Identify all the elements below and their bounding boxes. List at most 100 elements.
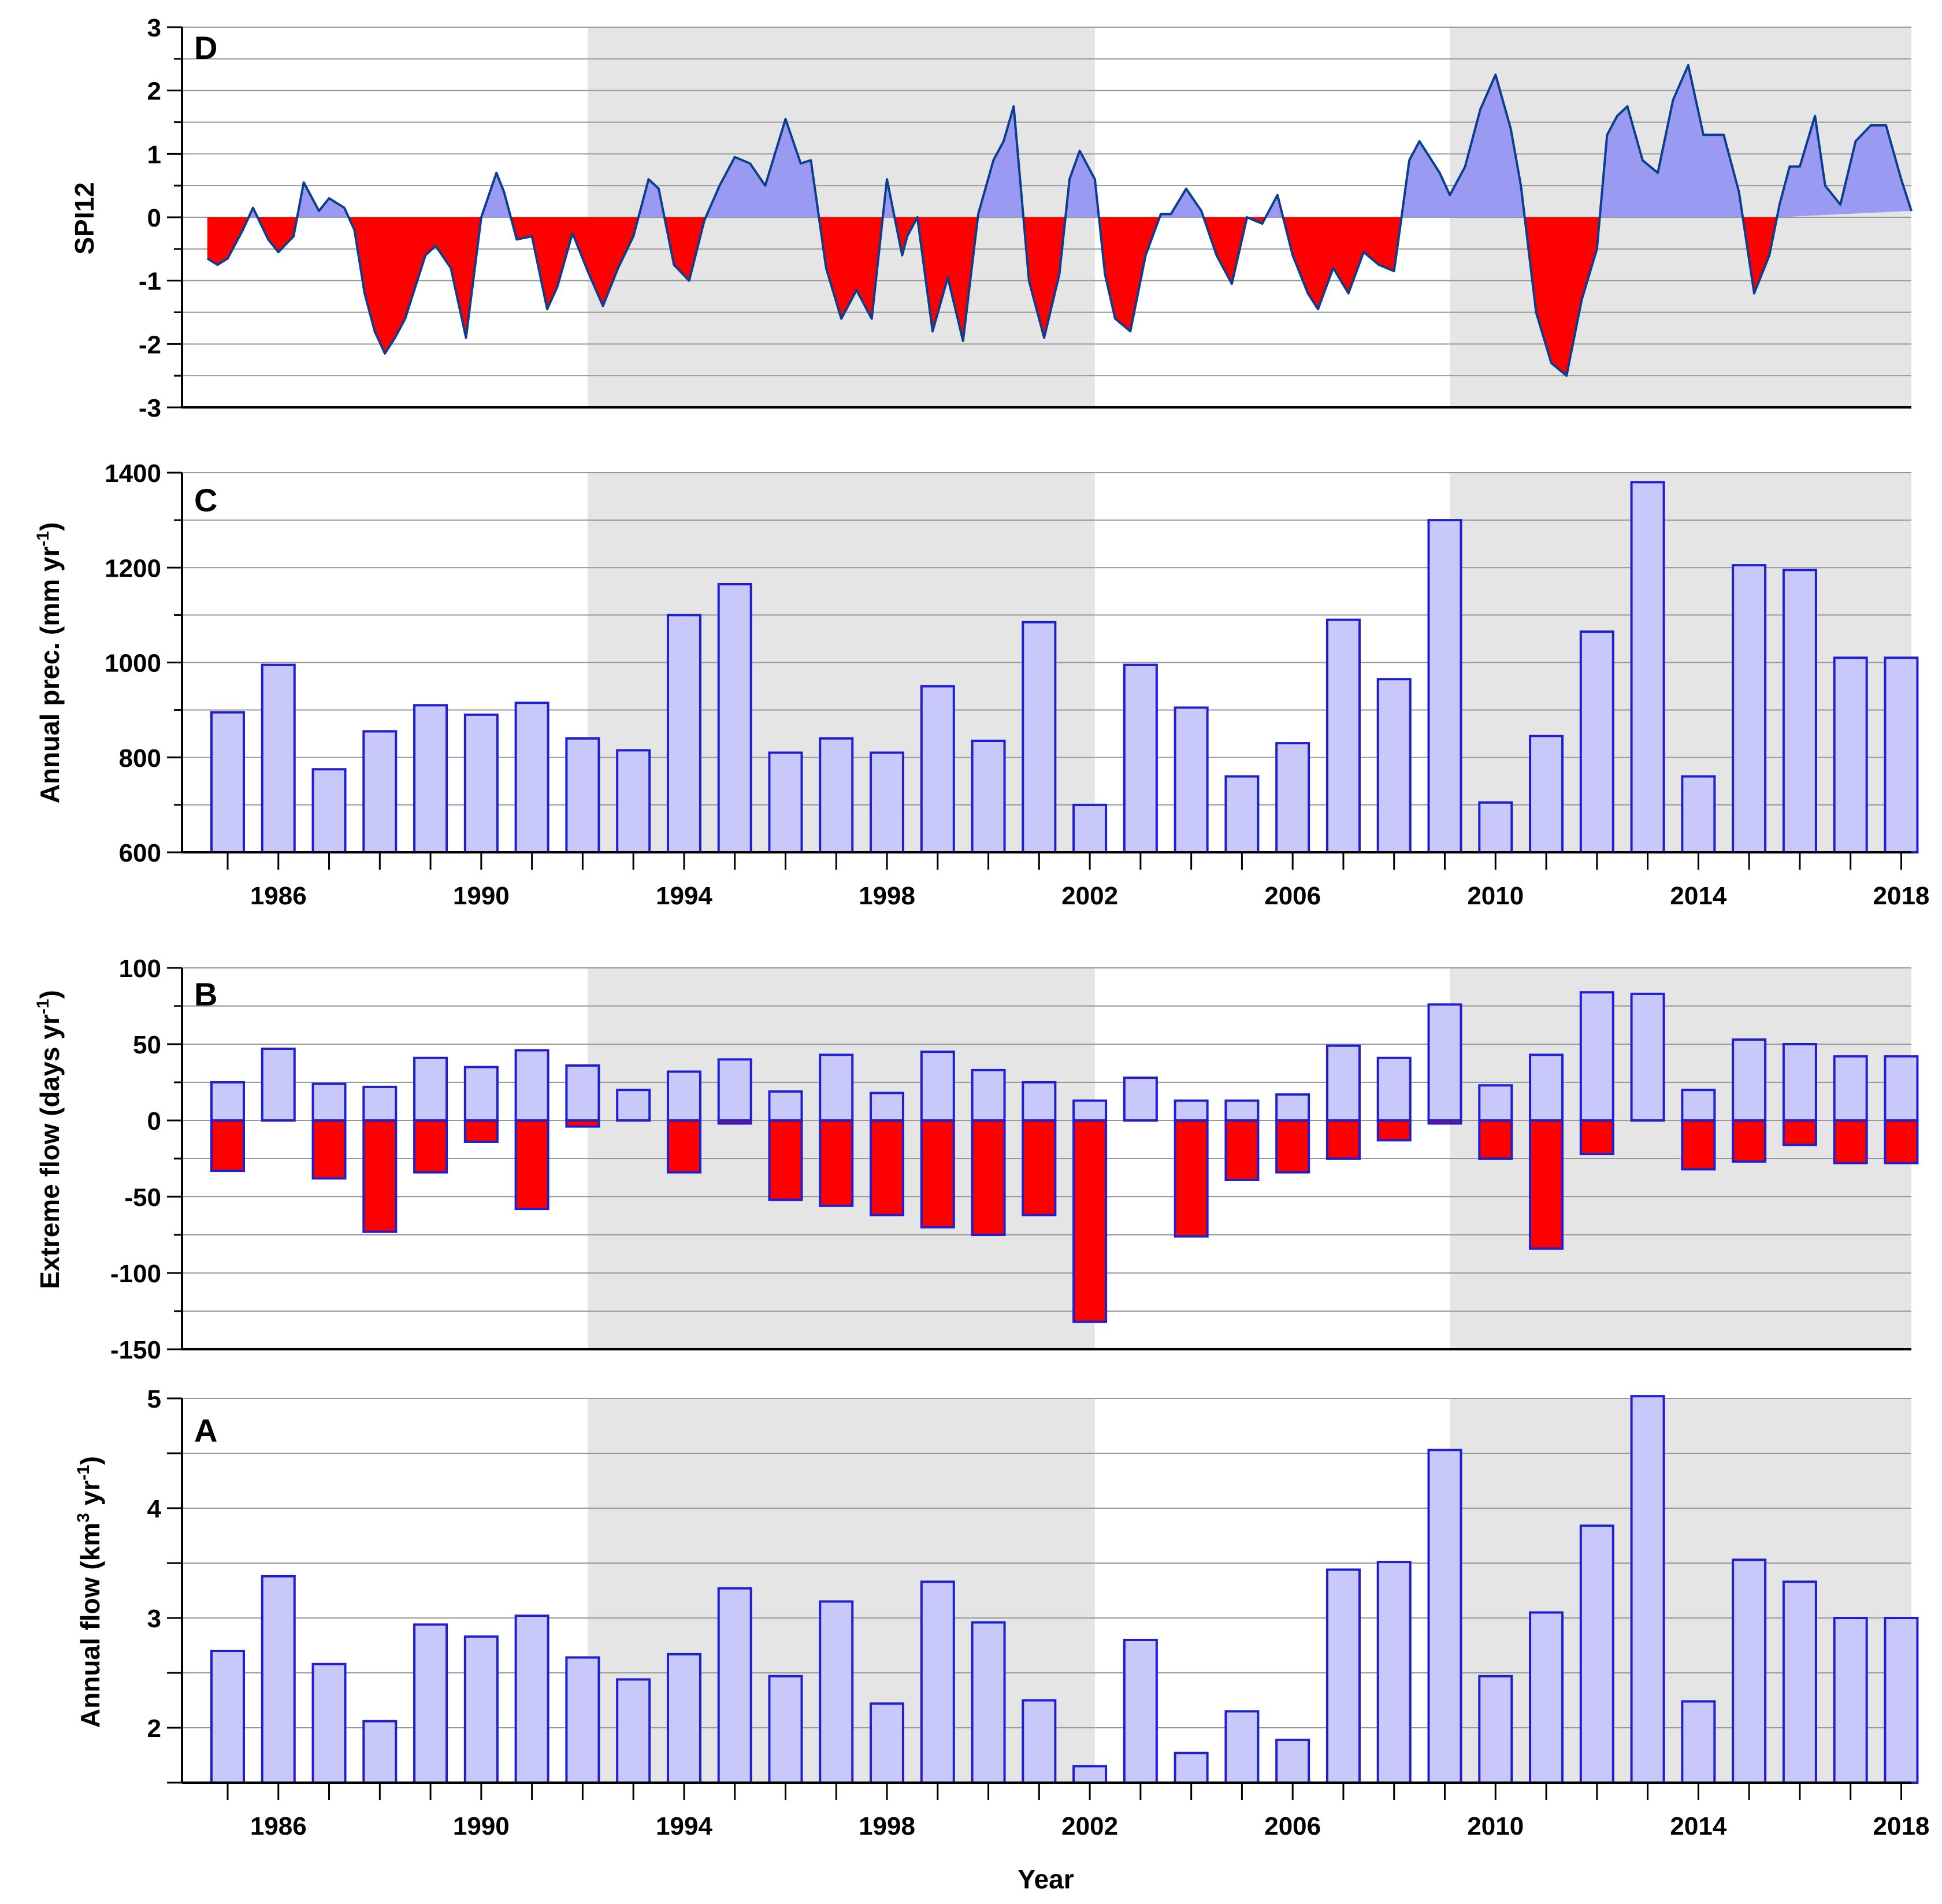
panel-d-positive-area-27 bbox=[1599, 65, 1743, 218]
panel-d-positive-area-9 bbox=[705, 119, 819, 217]
ylabel-extreme-flow-end: ) bbox=[35, 990, 65, 999]
panel-c-bar-2018 bbox=[1884, 656, 1919, 853]
panel-a-bar-2004 bbox=[1174, 1751, 1209, 1784]
panel-b-bar-low-2004 bbox=[1174, 1119, 1209, 1238]
panel-c-bar-2012 bbox=[1579, 630, 1614, 854]
panel-a-xtick-label-1998: 1998 bbox=[859, 1812, 915, 1840]
panel-a-bar-2012 bbox=[1579, 1524, 1614, 1784]
panel-b-bar-low-1996 bbox=[768, 1119, 803, 1201]
panel-c-bar-2014 bbox=[1681, 775, 1716, 853]
panel-c-bar-2005 bbox=[1224, 775, 1260, 853]
panel-b-bar-high-1989 bbox=[413, 1056, 448, 1122]
panel-d-positive-area-19 bbox=[1160, 188, 1204, 217]
panel-a-bar-1996 bbox=[768, 1675, 803, 1784]
panel-c-bar-1990 bbox=[463, 713, 499, 854]
panel-c-bar-2003 bbox=[1123, 663, 1158, 853]
panel-b-bar-high-1998 bbox=[870, 1092, 905, 1122]
panel-a-xtick-label-1990: 1990 bbox=[453, 1812, 510, 1840]
panel-c-xtick-label-1998: 1998 bbox=[859, 882, 915, 910]
panel-d-positive-area-15 bbox=[978, 106, 1024, 217]
panel-d-positive-area-29 bbox=[1777, 116, 1911, 217]
panel-label-b: B bbox=[194, 976, 217, 1012]
panel-label-d: D bbox=[194, 29, 217, 66]
panel-b-bar-high-2014 bbox=[1681, 1089, 1716, 1122]
panel-c-xtick-label-2014: 2014 bbox=[1670, 882, 1726, 910]
panel-c-bar-1992 bbox=[565, 737, 600, 854]
panel-c-bar-1997 bbox=[819, 737, 854, 854]
panel-c-bar-1998 bbox=[870, 751, 905, 853]
panel-a-bar-2009 bbox=[1427, 1449, 1462, 1784]
panel-b-bar-high-2016 bbox=[1782, 1043, 1817, 1122]
panel-c-xtick-label-1986: 1986 bbox=[250, 882, 307, 910]
panel-b-bar-high-2001 bbox=[1022, 1081, 1057, 1122]
panel-c-bar-2008 bbox=[1376, 678, 1412, 854]
panel-b-bar-high-1994 bbox=[666, 1070, 701, 1122]
data-marks bbox=[206, 64, 1919, 1784]
panel-b-bar-low-1991 bbox=[514, 1119, 549, 1211]
panel-c-bar-2017 bbox=[1833, 656, 1868, 853]
panel-a-bar-2007 bbox=[1325, 1568, 1361, 1784]
ylabel-annual-prec: Annual prec. (mm yr-1) bbox=[34, 522, 65, 804]
panel-b-bar-low-1992 bbox=[565, 1119, 600, 1128]
panel-b-bar-low-1997 bbox=[819, 1119, 854, 1207]
panel-b-bar-high-2009 bbox=[1427, 1003, 1462, 1122]
panel-c-bar-2015 bbox=[1732, 564, 1767, 853]
panel-d-ytick-label-3: 0 bbox=[147, 204, 161, 232]
panel-c-bar-2016 bbox=[1782, 569, 1817, 853]
panel-d-ytick-label-1: 2 bbox=[147, 77, 161, 106]
panel-a-bar-1986 bbox=[261, 1575, 296, 1784]
ylabel-annual-prec-main: Annual prec. (mm yr bbox=[35, 547, 65, 804]
ylabel-annual-flow-sup2: -1 bbox=[74, 1465, 93, 1480]
panel-b-bar-low-1999 bbox=[920, 1119, 955, 1228]
panel-b-bar-high-2012 bbox=[1579, 991, 1614, 1122]
ylabel-annual-prec-end: ) bbox=[35, 522, 65, 531]
panel-d-negative-area-16 bbox=[1023, 217, 1065, 338]
panel-b-bar-low-2002 bbox=[1072, 1119, 1108, 1323]
panel-a-xtick-label-2006: 2006 bbox=[1264, 1812, 1321, 1840]
panel-b-bar-high-2017 bbox=[1833, 1055, 1868, 1122]
panel-a-bar-1988 bbox=[362, 1720, 398, 1784]
panel-a-bar-2002 bbox=[1072, 1765, 1108, 1784]
panel-b-bar-low-2007 bbox=[1325, 1119, 1361, 1160]
panel-c-bar-2013 bbox=[1630, 481, 1665, 853]
panel-b-bar-high-2010 bbox=[1478, 1084, 1513, 1122]
panel-a-bar-1994 bbox=[666, 1653, 701, 1784]
panel-a-bar-2014 bbox=[1681, 1700, 1716, 1784]
panel-c-xtick-label-2010: 2010 bbox=[1467, 882, 1524, 910]
panel-b-bar-low-2006 bbox=[1275, 1119, 1310, 1174]
panel-b-bar-low-1989 bbox=[413, 1119, 448, 1174]
panel-b-ytick-label-5: -150 bbox=[110, 1336, 161, 1364]
panel-b-ytick-label-0: 100 bbox=[119, 955, 161, 983]
panel-c-bar-1991 bbox=[514, 702, 549, 854]
panel-a-bar-2013 bbox=[1630, 1395, 1665, 1784]
panel-c-bar-1994 bbox=[666, 614, 701, 853]
panel-b-bar-high-2008 bbox=[1376, 1056, 1412, 1122]
panel-b-ytick-label-4: -100 bbox=[110, 1260, 161, 1288]
panel-d-ytick-label-2: 1 bbox=[147, 140, 161, 169]
panel-a-xtick-label-2014: 2014 bbox=[1670, 1812, 1726, 1840]
panel-b-bar-low-1990 bbox=[463, 1119, 499, 1143]
ylabel-annual-flow: Annual flow (km3 yr-1) bbox=[74, 1456, 105, 1728]
panel-c-xtick-label-2006: 2006 bbox=[1264, 882, 1321, 910]
panel-a-bar-2008 bbox=[1376, 1561, 1412, 1784]
panel-b-ytick-label-2: 0 bbox=[147, 1107, 161, 1135]
panel-b-bar-low-2011 bbox=[1529, 1119, 1564, 1250]
panel-d-negative-area-14 bbox=[917, 217, 978, 341]
panel-a-xtick-label-2018: 2018 bbox=[1873, 1812, 1930, 1840]
panel-c-bar-2006 bbox=[1275, 742, 1310, 854]
panel-d-positive-area-3 bbox=[297, 182, 349, 217]
panel-a-bar-1997 bbox=[819, 1600, 854, 1784]
panel-c-xtick-label-1990: 1990 bbox=[453, 882, 510, 910]
panel-b-bar-low-1994 bbox=[666, 1119, 701, 1174]
panel-a-bar-1985 bbox=[210, 1650, 245, 1784]
panel-d-ytick-label-5: -2 bbox=[139, 331, 161, 359]
panel-a-ytick-label-0: 5 bbox=[147, 1385, 161, 1413]
panel-d-ytick-label-4: -1 bbox=[139, 268, 161, 296]
panel-c-bar-1995 bbox=[717, 582, 752, 854]
panel-b-bar-low-1995 bbox=[717, 1119, 752, 1125]
panel-a-bar-2006 bbox=[1275, 1738, 1310, 1784]
panel-b-bar-low-1998 bbox=[870, 1119, 905, 1216]
ylabel-extreme-flow: Extreme flow (days yr-1) bbox=[34, 990, 65, 1289]
panel-a-bar-1992 bbox=[565, 1656, 600, 1784]
ylabel-annual-flow-sup: 3 bbox=[74, 1513, 93, 1523]
